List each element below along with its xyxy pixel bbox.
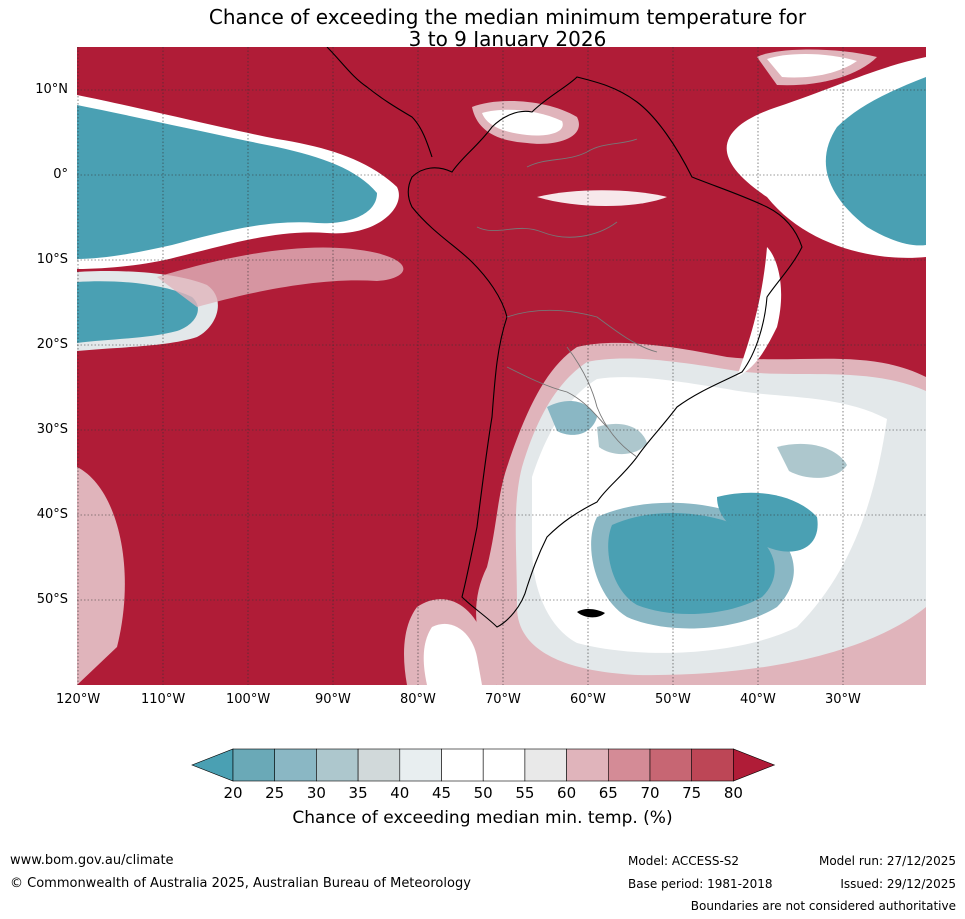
colorbar-tick-label: 70 [640,784,660,802]
colorbar-tick-label: 60 [557,784,577,802]
colorbar-cell [482,748,526,782]
lon-label-60w: 60°W [570,692,606,707]
lon-label-100w: 100°W [226,692,271,707]
lat-label-10n: 10°N [35,82,68,97]
colorbar-extend-low [191,748,234,782]
lat-label-10s: 10°S [36,252,68,267]
colorbar-cell [441,748,484,782]
colorbar-cell [524,748,567,782]
lon-label-90w: 90°W [315,692,351,707]
colorbar-cell [232,748,276,782]
lat-label-20s: 20°S [36,337,68,352]
footer-issued: Issued: 29/12/2025 [840,877,956,891]
colorbar [191,748,776,782]
colorbar-cell [649,748,693,782]
falkland-islands [577,609,605,618]
country-borders [476,138,658,458]
colorbar-cell [274,748,317,782]
lat-label-30s: 30°S [36,422,68,437]
lon-label-50w: 50°W [655,692,691,707]
colorbar-cell [566,748,609,782]
footer-disclaimer: Boundaries are not considered authoritat… [690,899,956,913]
colorbar-tick-label: 75 [682,784,702,802]
footer-base-period: Base period: 1981-2018 [628,877,773,891]
colorbar-tick-label: 45 [431,784,452,802]
colorbar-cell [607,748,651,782]
chart-title-line2: 3 to 9 January 2026 [408,27,607,51]
lat-label-0: 0° [53,167,68,182]
colorbar-extend-high [733,748,776,782]
colorbar-cell [691,748,734,782]
south-america-coastline [407,76,803,628]
lon-label-70w: 70°W [485,692,521,707]
footer-url: www.bom.gov.au/climate [10,853,174,868]
footer-model: Model: ACCESS-S2 [628,854,740,868]
colorbar-tick-label: 80 [723,784,743,802]
chart-title-line1: Chance of exceeding the median minimum t… [208,5,807,29]
footer-model-run: Model run: 27/12/2025 [818,854,956,868]
lon-label-110w: 110°W [141,692,186,707]
lat-label-40s: 40°S [36,507,68,522]
colorbar-tick-label: 40 [390,784,410,802]
colorbar-tick-label: 20 [223,784,243,802]
colorbar-tick-label: 35 [348,784,368,802]
colorbar-tick-label: 25 [265,784,285,802]
colorbar-label: Chance of exceeding median min. temp. (%… [292,808,673,828]
lon-label-40w: 40°W [740,692,776,707]
colorbar-tick-label: 65 [598,784,618,802]
colorbar-tick-label: 30 [306,784,326,802]
colorbar-tick-label: 50 [473,784,493,802]
forecast-map [77,47,926,685]
footer-copyright: © Commonwealth of Australia 2025, Austra… [10,876,471,891]
colorbar-tick-label: 55 [515,784,535,802]
colorbar-cell [357,748,401,782]
lon-label-80w: 80°W [400,692,436,707]
central-america-coastline [326,47,433,158]
lon-label-30w: 30°W [825,692,861,707]
lat-label-50s: 50°S [36,592,68,607]
lon-label-120w: 120°W [56,692,101,707]
colorbar-cell [316,748,359,782]
graticule [77,47,926,685]
colorbar-cell [399,748,442,782]
